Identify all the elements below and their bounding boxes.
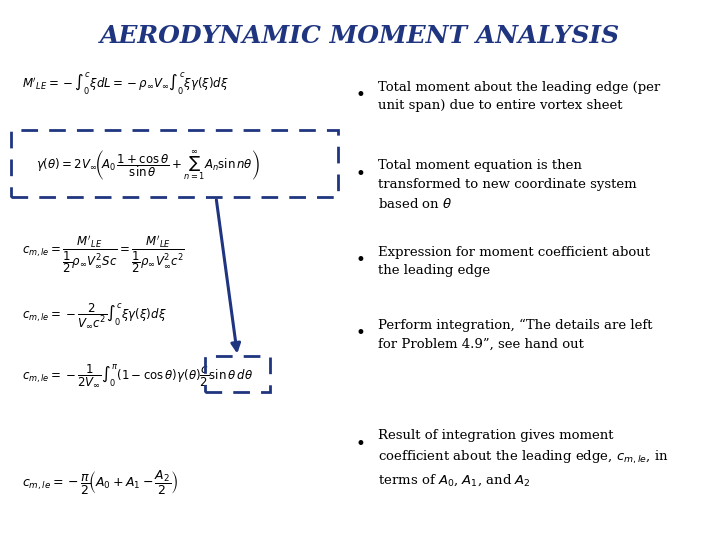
Text: •: •: [355, 165, 365, 183]
Bar: [11, 130, 338, 197]
Text: •: •: [355, 251, 365, 269]
Text: •: •: [355, 86, 365, 104]
Text: $c_{m,le} = \dfrac{M'_{LE}}{\dfrac{1}{2}\rho_\infty V_\infty^2 Sc} = \dfrac{M'_{: $c_{m,le} = \dfrac{M'_{LE}}{\dfrac{1}{2}…: [22, 233, 184, 275]
Text: Result of integration gives moment
coefficient about the leading edge, $c_{m,le}: Result of integration gives moment coeff…: [378, 429, 669, 488]
Text: $c_{m,le} = -\dfrac{1}{2V_\infty}\int_0^{\pi}(1-\cos\theta)\gamma(\theta)\dfrac{: $c_{m,le} = -\dfrac{1}{2V_\infty}\int_0^…: [22, 362, 253, 389]
Text: $M'_{LE} = -\int_0^c \xi dL = -\rho_\infty V_\infty \int_0^c \xi\gamma(\xi)d\xi$: $M'_{LE} = -\int_0^c \xi dL = -\rho_\inf…: [22, 71, 228, 97]
Text: $c_{m,le} = -\dfrac{2}{V_\infty c^2}\int_0^c \xi\gamma(\xi)d\xi$: $c_{m,le} = -\dfrac{2}{V_\infty c^2}\int…: [22, 301, 166, 330]
Text: Total moment equation is then
transformed to new coordinate system
based on $\th: Total moment equation is then transforme…: [378, 159, 636, 211]
Text: •: •: [355, 324, 365, 342]
Text: •: •: [355, 435, 365, 453]
Text: Expression for moment coefficient about
the leading edge: Expression for moment coefficient about …: [378, 246, 650, 277]
Text: $c_{m,le} = -\dfrac{\pi}{2}\!\left(A_0 + A_1 - \dfrac{A_2}{2}\right)$: $c_{m,le} = -\dfrac{\pi}{2}\!\left(A_0 +…: [22, 469, 179, 497]
Text: $\gamma(\theta) = 2V_\infty\!\left(\!A_0\,\dfrac{1+\cos\theta}{\sin\theta}+\sum_: $\gamma(\theta) = 2V_\infty\!\left(\!A_0…: [36, 148, 260, 181]
Text: AERODYNAMIC MOMENT ANALYSIS: AERODYNAMIC MOMENT ANALYSIS: [100, 24, 620, 48]
Bar: [205, 356, 270, 392]
Text: Perform integration, “The details are left
for Problem 4.9”, see hand out: Perform integration, “The details are le…: [378, 319, 652, 350]
Text: Total moment about the leading edge (per
unit span) due to entire vortex sheet: Total moment about the leading edge (per…: [378, 81, 660, 112]
